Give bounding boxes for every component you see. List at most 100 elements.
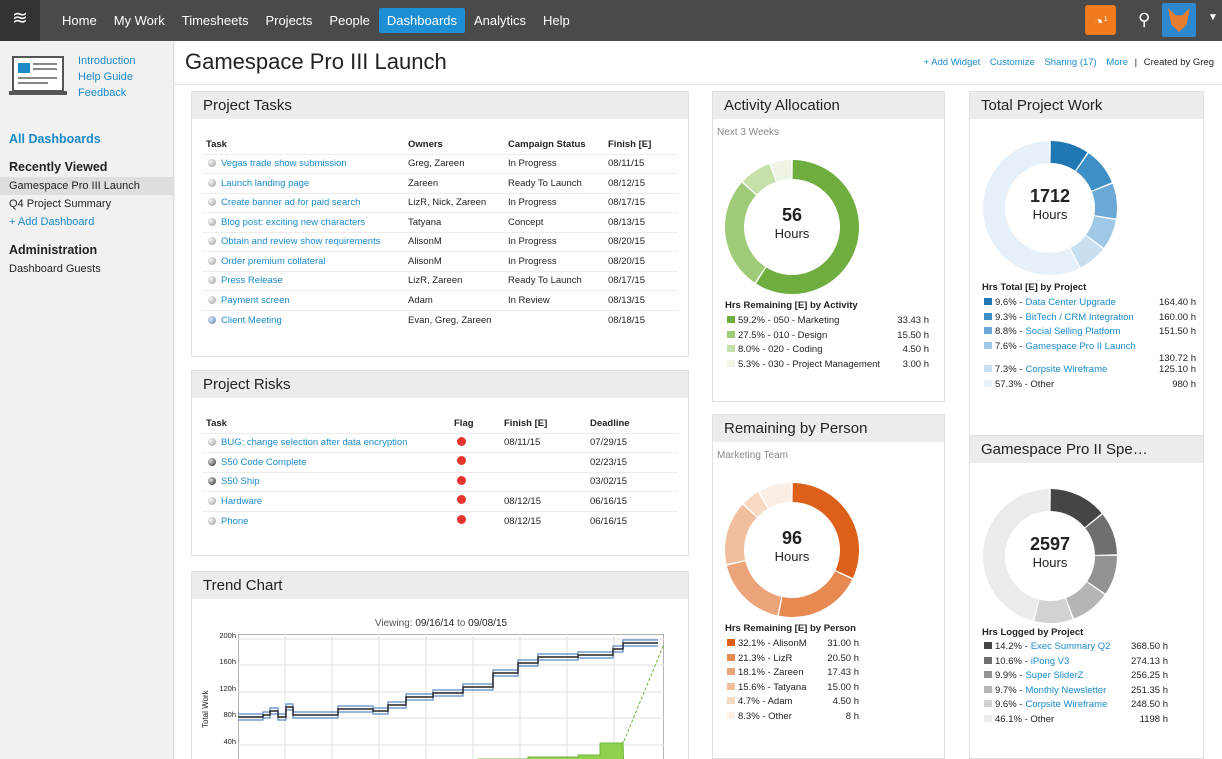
donut-slice[interactable] (1085, 514, 1117, 555)
donut-slice[interactable] (1070, 235, 1103, 268)
task-link[interactable]: Vegas trade show submission (221, 158, 347, 170)
search-icon[interactable]: ⚲ (1138, 10, 1151, 29)
donut-slice[interactable] (1075, 153, 1112, 191)
widget-title[interactable]: Project Risks (192, 371, 688, 398)
widget-title[interactable]: Gamespace Pro II Spe… (970, 436, 1203, 463)
donut-slice[interactable] (759, 483, 792, 509)
task-link[interactable]: BUG: change selection after data encrypt… (221, 437, 408, 449)
widget-title[interactable]: Trend Chart (192, 572, 688, 599)
column-header[interactable]: Owners (408, 139, 443, 151)
legend-project-link[interactable]: iPong V3 (1030, 655, 1070, 667)
donut-slice[interactable] (983, 489, 1050, 621)
column-header[interactable]: Task (206, 418, 227, 430)
dashboard-guests-link[interactable]: Dashboard Guests (9, 263, 101, 275)
recent-dashboard-q4[interactable]: Q4 Project Summary (9, 198, 112, 210)
table-row[interactable]: Phone 08/12/15 06/16/15 (202, 510, 678, 531)
donut-slice[interactable] (742, 163, 776, 195)
nav-help[interactable]: Help (543, 13, 570, 28)
introduction-link[interactable]: Introduction (78, 55, 136, 67)
recent-dashboard-gamespace[interactable]: Gamespace Pro III Launch (0, 177, 173, 195)
task-link[interactable]: Order premium collateral (221, 255, 326, 267)
table-row[interactable]: S50 Ship 03/02/15 (202, 471, 678, 492)
legend-project-link[interactable]: Monthly Newsletter (1025, 684, 1107, 696)
donut-slice[interactable] (756, 160, 859, 294)
legend-project-link[interactable]: Corpsite Wireframe (1025, 364, 1108, 375)
add-dashboard-link[interactable]: + Add Dashboard (9, 216, 95, 228)
legend-project-link[interactable]: Exec Summary Q2 (1030, 641, 1111, 652)
donut-slice[interactable] (725, 182, 766, 283)
task-link[interactable]: Phone (221, 515, 249, 527)
table-row[interactable]: Launch landing page Zareen Ready To Launch… (202, 173, 678, 193)
donut-slice[interactable] (725, 504, 757, 565)
task-link[interactable]: Client Meeting (221, 314, 282, 326)
more-link[interactable]: More (1106, 57, 1129, 68)
column-header[interactable]: Finish [E] (504, 418, 548, 430)
task-link[interactable]: S50 Code Complete (221, 456, 307, 468)
donut-slice[interactable] (1034, 598, 1073, 623)
column-header[interactable]: Deadline (590, 418, 630, 430)
legend-project-link[interactable]: Super SliderZ (1025, 670, 1084, 681)
task-link[interactable]: Blog post: exciting new characters (221, 216, 366, 228)
table-row[interactable]: BUG: change selection after data encrypt… (202, 432, 678, 453)
donut-slice[interactable] (1050, 489, 1102, 528)
legend-project-link[interactable]: BitTech / CRM Integration (1025, 311, 1134, 323)
nav-my-work[interactable]: My Work (113, 13, 165, 28)
task-link[interactable]: Payment screen (221, 294, 290, 306)
sharing-link[interactable]: Sharing (17) (1044, 57, 1097, 68)
donut-slice[interactable] (1050, 141, 1088, 171)
table-row[interactable]: Press Release LizR, Zareen Ready To Launch… (202, 270, 678, 291)
chevron-down-icon[interactable]: ▼ (1208, 12, 1218, 23)
donut-slice[interactable] (778, 571, 853, 617)
add-widget-link[interactable]: + Add Widget (923, 57, 981, 68)
legend-project-link[interactable]: Corpsite Wireframe (1025, 699, 1108, 710)
customize-link[interactable]: Customize (989, 57, 1035, 68)
task-link[interactable]: Create banner ad for paid search (221, 197, 361, 209)
donut-slice[interactable] (1066, 582, 1105, 619)
app-logo-icon[interactable]: ≋ (0, 0, 40, 41)
widget-title[interactable]: Total Project Work (970, 92, 1203, 119)
legend-project-link[interactable]: Data Center Upgrade (1025, 297, 1116, 308)
task-link[interactable]: S50 Ship (221, 476, 260, 488)
task-link[interactable]: Launch landing page (221, 177, 310, 189)
table-row[interactable]: Hardware 08/12/15 06/16/15 (202, 491, 678, 511)
nav-dashboards[interactable]: Dashboards (378, 8, 466, 33)
widget-title[interactable]: Project Tasks (192, 92, 688, 119)
widget-title[interactable]: Remaining by Person (713, 415, 944, 442)
nav-timesheets[interactable]: Timesheets (181, 13, 249, 28)
nav-analytics[interactable]: Analytics (474, 13, 527, 28)
table-row[interactable]: Vegas trade show submission Greg, Zareen I… (202, 153, 678, 174)
nav-home[interactable]: Home (62, 13, 97, 28)
donut-slice[interactable] (792, 483, 859, 579)
task-link[interactable]: Press Release (221, 275, 283, 287)
table-row[interactable]: S50 Code Complete 02/23/15 (202, 452, 678, 472)
nav-people[interactable]: People (329, 13, 370, 28)
donut-slice[interactable] (1087, 555, 1117, 594)
table-row[interactable]: Create banner ad for paid search LizR, Ni… (202, 192, 678, 213)
timer-button[interactable]: ◔1 (1085, 5, 1116, 35)
column-header[interactable]: Campaign Status (508, 139, 586, 151)
legend-project-link[interactable]: Gamespace Pro II Launch (1025, 340, 1136, 352)
table-row[interactable]: Blog post: exciting new characters Tatyan… (202, 212, 678, 232)
donut-slice[interactable] (1091, 183, 1117, 219)
donut-slice[interactable] (743, 492, 768, 517)
donut-slice[interactable] (983, 141, 1080, 275)
donut-slice[interactable] (1086, 216, 1116, 248)
column-header[interactable]: Flag (454, 418, 474, 430)
column-header[interactable]: Finish [E] (608, 139, 652, 151)
table-row[interactable]: Order premium collateral AlisonM In Progre… (202, 251, 678, 271)
legend-project-link[interactable]: Social Selling Platform (1025, 326, 1121, 337)
task-link[interactable]: Hardware (221, 495, 263, 507)
donut-slice[interactable] (770, 160, 792, 182)
all-dashboards-link[interactable]: All Dashboards (9, 132, 101, 146)
donut-slice[interactable] (726, 561, 782, 616)
table-row[interactable]: Obtain and review show requirements Aliso… (202, 231, 678, 252)
widget-title[interactable]: Activity Allocation (713, 92, 944, 119)
table-row[interactable]: Client Meeting Evan, Greg, Zareen 08/18/15 (202, 309, 678, 330)
avatar[interactable] (1162, 3, 1196, 37)
table-row[interactable]: Payment screen Adam In Review 08/13/15 (202, 290, 678, 310)
feedback-link[interactable]: Feedback (78, 87, 127, 99)
help-guide-link[interactable]: Help Guide (78, 71, 134, 83)
column-header[interactable]: Task (206, 139, 227, 151)
task-link[interactable]: Obtain and review show requirements (221, 236, 381, 248)
nav-projects[interactable]: Projects (265, 13, 313, 28)
